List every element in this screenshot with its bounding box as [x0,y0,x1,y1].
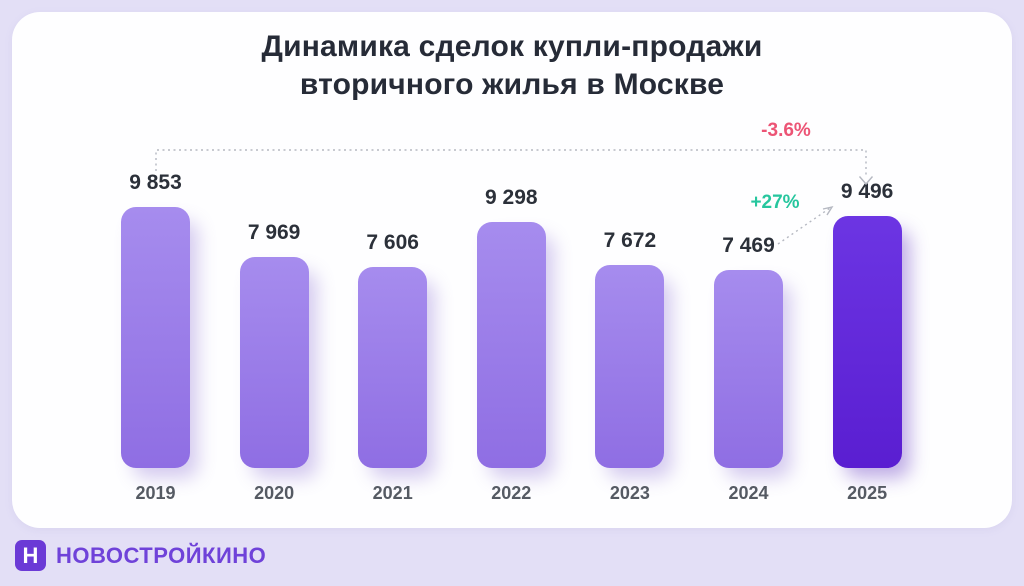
bar-2024 [714,270,783,468]
brand-logo-letter: Н [22,542,39,568]
value-label-2021: 7 606 [366,231,419,254]
value-label-2024: 7 469 [722,234,775,257]
bar-2021 [358,267,428,468]
decline-connector-line [155,149,867,177]
decline-percent-label: -3.6% [761,120,811,141]
year-label-2021: 2021 [372,483,413,503]
year-label-2024: 2024 [728,483,769,503]
value-label-2020: 7 969 [247,221,301,244]
value-label-2022: 9 298 [485,186,538,209]
brand-logo: Н НОВОСТРОЙКИНО [15,540,266,571]
growth-arrowhead-icon [822,205,834,216]
year-label-2022: 2022 [491,483,532,503]
year-label-2020: 2020 [254,483,295,503]
year-label-2023: 2023 [609,483,650,503]
value-label-2019: 9 853 [129,171,182,194]
value-label-2023: 7 672 [603,229,657,252]
brand-logo-icon: Н [15,540,46,571]
brand-logo-text: НОВОСТРОЙКИНО [56,542,267,568]
chart-title-line2: вторичного жилья в Москве [299,68,725,101]
chart-title: Динамика сделок купли-продажи вторичного … [12,28,1012,104]
bar-2022 [476,222,546,468]
chart-card: Динамика сделок купли-продажи вторичного … [12,12,1012,528]
year-label-2019: 2019 [135,483,176,503]
growth-percent-label: +27% [750,192,800,213]
bar-2025 [832,216,902,468]
year-label-2025: 2025 [847,483,888,503]
bar-2020 [239,257,309,468]
value-label-2025: 9 496 [840,180,894,203]
bar-2019 [121,207,190,468]
chart-title-line1: Динамика сделок купли-продажи [261,30,763,63]
bar-2023 [595,265,665,468]
